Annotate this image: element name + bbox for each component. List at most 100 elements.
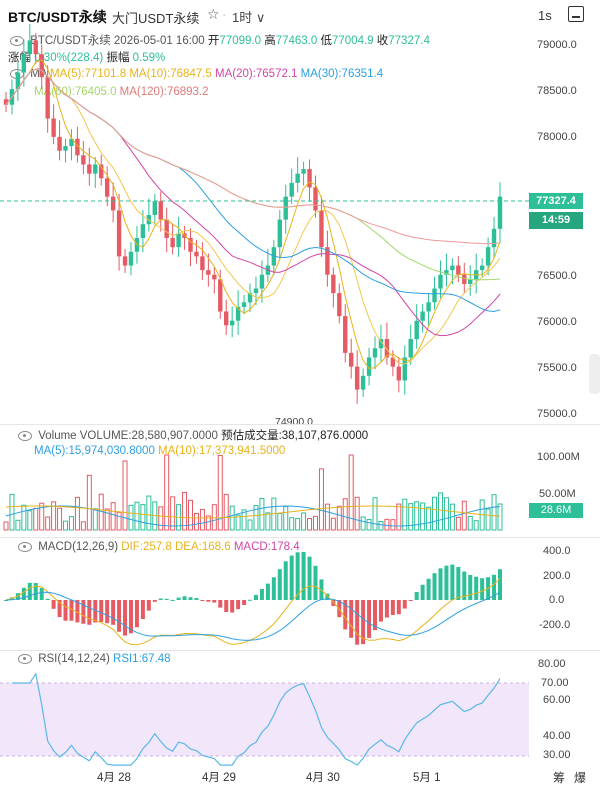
macd-bar [462, 571, 467, 600]
candle [396, 366, 402, 381]
price-candles [3, 23, 503, 404]
candle [51, 118, 56, 137]
interval-label[interactable]: 1s [538, 8, 552, 23]
candle [224, 311, 229, 326]
macd-bar [51, 600, 56, 609]
volume-bar [390, 519, 396, 531]
macd-bar [289, 555, 294, 600]
volume-bar [283, 506, 289, 531]
star-icon[interactable]: ☆ [207, 6, 220, 22]
volume-bar [247, 519, 253, 531]
volume-bar [68, 516, 74, 531]
volume-bar [134, 501, 140, 531]
volume-bar [491, 494, 497, 531]
candle [414, 320, 419, 340]
volume-bar [426, 506, 432, 531]
macd-bar [194, 598, 199, 600]
candle [93, 164, 98, 174]
volume-bar [39, 502, 45, 531]
candle [253, 288, 259, 294]
volume-bar [205, 515, 211, 531]
rsi-info: RSI(14,12,24) RSI1:67.48 [18, 653, 171, 665]
volume-bar [15, 519, 21, 531]
candle [295, 173, 300, 183]
candle [349, 352, 354, 367]
visibility-icon[interactable] [18, 541, 32, 552]
candle [229, 320, 235, 326]
volume-bar [336, 505, 342, 531]
price-axis-label: 75500.0 [537, 362, 577, 374]
macd-bar [164, 598, 169, 600]
candle [283, 196, 288, 220]
macd-bar [57, 600, 62, 618]
volume-bar [295, 518, 301, 531]
macd-bar [444, 565, 449, 600]
macd-bar [259, 589, 264, 600]
volume-bar [223, 493, 229, 531]
side-drawer-handle[interactable] [589, 354, 600, 394]
chip-button[interactable]: 筹 [553, 771, 566, 785]
visibility-icon[interactable] [18, 653, 32, 664]
macd-bar [212, 600, 217, 603]
macd-bar [432, 573, 437, 600]
volume-bar [467, 515, 473, 531]
macd-bar [200, 600, 205, 601]
liquidation-button[interactable]: 爆 [574, 771, 587, 785]
macd-bar [134, 600, 139, 628]
volume-bar [420, 502, 426, 531]
last-price-tag: 77327.4 [529, 193, 583, 209]
candle [3, 99, 9, 105]
volume-bar [485, 508, 491, 531]
volume-bar [384, 518, 390, 531]
candle [75, 138, 80, 156]
macd-bar [396, 600, 401, 615]
macd-bar [206, 600, 211, 602]
date-label: 5月 1 [413, 772, 441, 784]
rsi-line [0, 672, 529, 766]
macd-bar [33, 583, 38, 600]
volume-bar [443, 497, 449, 531]
volume-bar [265, 512, 271, 531]
volume-tag: 28.6M [529, 503, 583, 518]
macd-bar [498, 569, 502, 600]
macd-bar [111, 600, 116, 625]
price-axis-label: 78500.0 [537, 85, 577, 97]
macd-bar [313, 565, 318, 600]
macd-bar [355, 600, 360, 645]
candle [378, 339, 384, 349]
candle [87, 164, 92, 174]
fullscreen-icon[interactable] [568, 6, 584, 22]
macd-bar [152, 600, 157, 602]
ma-line: MA MA(5):77101.8 MA(10):76847.5 MA(20):7… [10, 68, 383, 80]
candle [450, 265, 455, 271]
volume-bar [122, 460, 128, 531]
candle [140, 224, 146, 238]
macd-bar [361, 600, 366, 645]
macd-bar [123, 600, 128, 636]
candle [479, 265, 485, 271]
volume-bar [104, 508, 110, 531]
candle [259, 274, 265, 289]
volume-bar [33, 507, 39, 531]
macd-bar [248, 599, 253, 601]
volume-bar [116, 511, 122, 531]
candle [218, 279, 223, 312]
timeframe-selector[interactable]: 1时 ∨ [232, 10, 266, 25]
volume-bar [146, 495, 152, 531]
volume-bar [188, 499, 194, 531]
price-axis-label: 79000.0 [537, 39, 577, 51]
ma-lines [5, 59, 501, 370]
dea-line [5, 591, 501, 641]
macd-bar [325, 593, 330, 600]
candle [57, 136, 62, 151]
candle [164, 219, 169, 238]
visibility-icon[interactable] [18, 430, 32, 441]
symbol-title[interactable]: BTC/USDT永续 [8, 9, 107, 25]
volume-bar [414, 501, 420, 531]
candle [33, 40, 38, 55]
volume-bar [211, 504, 217, 531]
volume-axis-100m: 100.00M [537, 451, 580, 463]
price-axis-label: 76000.0 [537, 316, 577, 328]
macd-bar [402, 600, 407, 609]
